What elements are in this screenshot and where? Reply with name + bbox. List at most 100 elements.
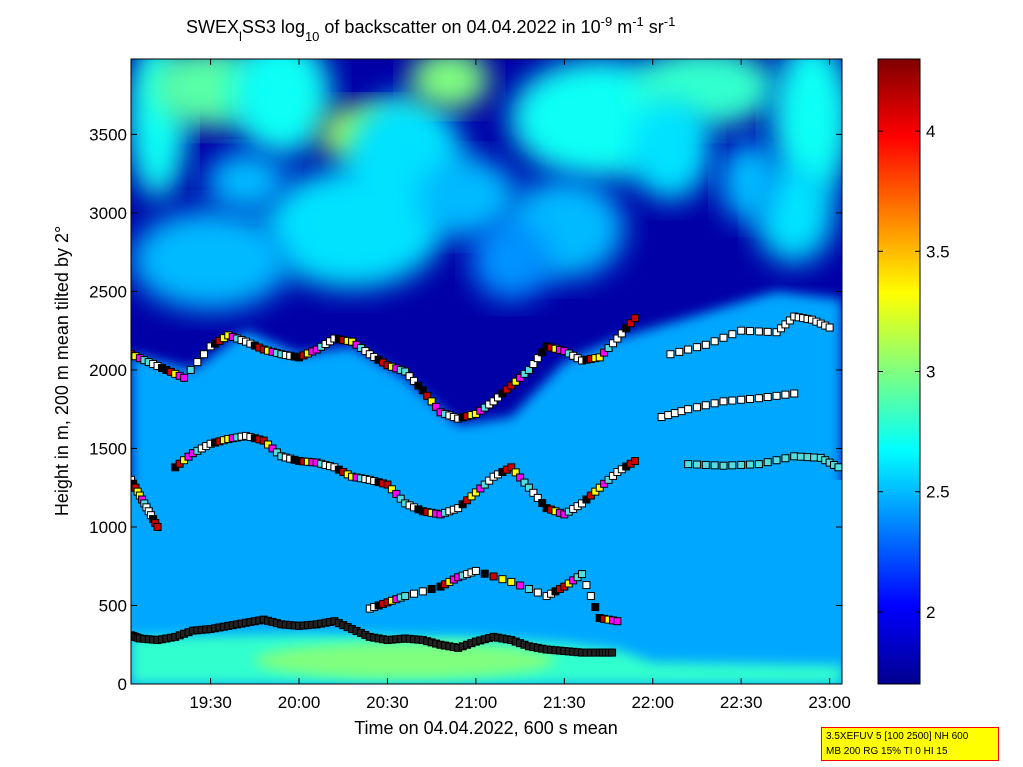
layer-marker [631, 457, 640, 466]
colorbar-tick-label: 2.5 [926, 483, 950, 502]
layer-marker [533, 354, 542, 363]
layer-marker [516, 473, 525, 482]
layer-marker [631, 314, 640, 323]
layer-marker [186, 365, 195, 374]
layer-marker [772, 456, 781, 465]
layer-marker [754, 327, 763, 336]
layer-marker [763, 393, 772, 402]
layer-marker [719, 333, 728, 342]
layer-marker [728, 330, 737, 339]
layer-marker [533, 493, 542, 502]
layer-marker [423, 391, 432, 400]
field-patch-14 [205, 151, 286, 212]
layer-marker [524, 584, 533, 593]
layer-marker [622, 324, 631, 333]
layer-marker [396, 494, 405, 503]
layer-series-0 [131, 615, 617, 657]
layer-marker [692, 460, 701, 469]
layer-marker [754, 460, 763, 469]
layer-marker [677, 407, 686, 416]
x-tick-label: 22:30 [720, 693, 763, 712]
x-tick-label: 21:00 [455, 693, 498, 712]
layer-marker [383, 480, 392, 489]
x-tick-label: 22:00 [631, 693, 674, 712]
layer-marker [746, 394, 755, 403]
layer-marker [675, 347, 684, 356]
layer-marker [684, 345, 693, 354]
x-tick-label: 20:30 [366, 693, 409, 712]
layer-marker [754, 394, 763, 403]
field-patch-9 [630, 100, 711, 201]
layer-series-4 [657, 389, 799, 422]
layer-marker [617, 329, 626, 338]
layer-marker [613, 617, 622, 626]
layer-marker [719, 461, 728, 470]
layer-marker [401, 592, 410, 601]
layer-marker [657, 413, 666, 422]
layer-marker [533, 588, 542, 597]
layer-marker [538, 499, 547, 508]
layer-marker [387, 485, 396, 494]
layer-marker [796, 452, 805, 461]
x-tick-label: 20:00 [278, 693, 321, 712]
layer-marker [790, 389, 799, 398]
layer-marker [710, 337, 719, 346]
layer-marker [728, 396, 737, 405]
colorbar [877, 58, 921, 685]
layer-marker [489, 572, 498, 581]
layer-marker [666, 350, 675, 359]
layer-marker [670, 409, 679, 418]
layer-marker [737, 395, 746, 404]
layer-marker [613, 334, 622, 343]
layer-marker [418, 587, 427, 596]
layer-marker [180, 373, 189, 382]
layer-marker [586, 592, 595, 601]
x-axis: 19:30 20:00 20:30 21:00 21:30 22:00 22:30 23:00 [189, 59, 851, 712]
layer-marker [409, 376, 418, 385]
layer-marker [401, 367, 410, 376]
layer-series-6 [666, 312, 834, 359]
layer-marker [684, 405, 693, 414]
colorbar-tick-label: 3 [926, 363, 935, 382]
settings-info-line-2: MB 200 RG 15% TI 0 HI 15 [826, 746, 948, 757]
y-tick-label: 1000 [89, 518, 127, 537]
layer-marker [427, 397, 436, 406]
layer-marker [701, 460, 710, 469]
layer-marker [781, 454, 790, 463]
backscatter-field [131, 59, 842, 684]
layer-marker [719, 397, 728, 406]
field-patch-13 [417, 157, 518, 238]
layer-marker [432, 402, 441, 411]
cloud-layer-markers [131, 312, 842, 657]
y-tick-label: 1500 [89, 439, 127, 458]
chart-title: SWEXlSS3 log10 of backscatter on 04.04.2… [186, 14, 675, 44]
layer-marker [781, 390, 790, 399]
y-tick-label: 2500 [89, 282, 127, 301]
y-axis: 0 500 1000 1500 2000 2500 3000 3500 [89, 125, 842, 694]
layer-series-7 [365, 566, 622, 626]
x-tick-label: 19:30 [189, 693, 232, 712]
layer-marker [507, 577, 516, 586]
layer-marker [524, 483, 533, 492]
field-patch-16 [720, 141, 781, 222]
layer-marker [684, 460, 693, 469]
colorbar-tick-label: 3.5 [926, 242, 950, 261]
layer-marker [600, 348, 609, 357]
layer-marker [529, 488, 538, 497]
y-axis-label: Height in m, 200 m mean tilted by 2° [52, 226, 72, 516]
field-patch-15 [409, 59, 490, 110]
layer-marker [710, 461, 719, 470]
field-patch-17 [471, 220, 552, 301]
layer-marker [728, 461, 737, 470]
plot-frame [130, 58, 843, 685]
colorbar-axis: 2 2.5 3 3.5 4 [878, 122, 950, 622]
y-tick-label: 2000 [89, 361, 127, 380]
layer-marker [418, 386, 427, 395]
layer-marker [471, 566, 480, 575]
layer-marker [626, 319, 635, 328]
x-tick-label: 21:30 [543, 693, 586, 712]
y-tick-label: 500 [99, 596, 127, 615]
layer-series-3 [131, 314, 640, 423]
layer-marker [516, 581, 525, 590]
